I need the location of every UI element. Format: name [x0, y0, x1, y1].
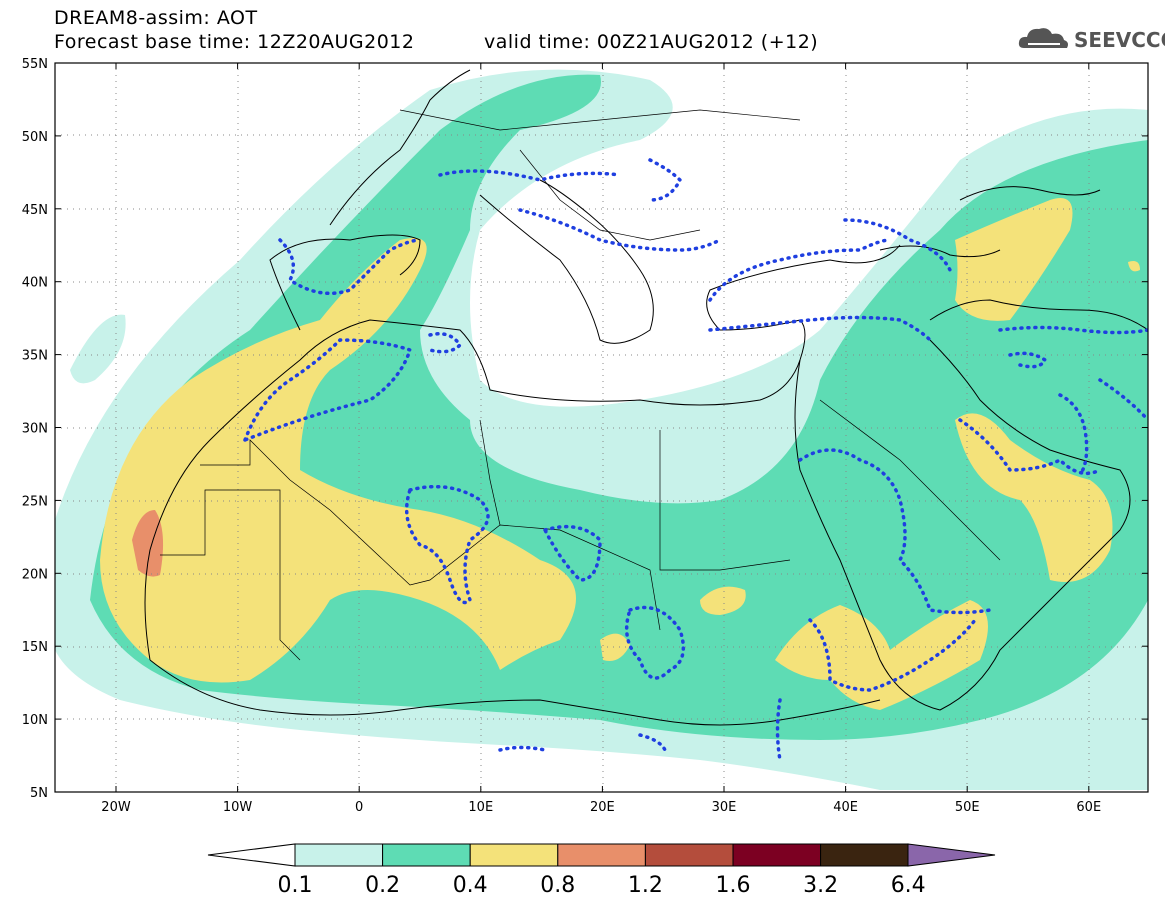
lat-label: 55N: [22, 57, 48, 72]
colorbar-label: 0.4: [453, 873, 488, 898]
aot-band-0.4: [100, 238, 576, 683]
logo-text: SEEVCCC: [1074, 28, 1165, 52]
aot-field: [55, 63, 1148, 792]
axis-ticks: [55, 62, 1148, 793]
colorbar-cell: [382, 843, 471, 867]
lat-label: 40N: [22, 276, 48, 291]
lat-label: 10N: [22, 713, 48, 728]
colorbar-label: 0.2: [365, 873, 400, 898]
lat-label: 30N: [22, 422, 48, 437]
colorbar-cell: [820, 843, 909, 867]
seevccc-logo: SEEVCCC: [1016, 22, 1165, 54]
lon-label: 30E: [712, 800, 737, 815]
colorbar-high-arrow: [907, 843, 996, 867]
colorbar-label: 1.2: [628, 873, 663, 898]
longitude-labels: 20W 10W 0 10E 20E 30E 40E 50E 60E: [101, 800, 1101, 815]
country-borders: [160, 109, 1001, 661]
dust-contours: [243, 158, 1148, 762]
map-title: DREAM8-assim: AOT: [54, 7, 258, 29]
lat-label: 15N: [22, 640, 48, 655]
lat-label: 25N: [22, 494, 48, 509]
lon-label: 0: [355, 800, 363, 815]
colorbar-label: 1.6: [716, 873, 751, 898]
colorbar-label: 3.2: [803, 873, 838, 898]
lon-label: 20W: [101, 800, 131, 815]
colorbar-cell: [557, 843, 646, 867]
graticule: [55, 63, 1148, 792]
lat-label: 45N: [22, 203, 48, 218]
lon-label: 50E: [955, 800, 980, 815]
lat-label: 35N: [22, 349, 48, 364]
coastlines: [144, 69, 1148, 726]
colorbar: 0.1 0.2 0.4 0.8 1.2 1.6 3.2 6.4: [207, 843, 996, 898]
lon-label: 20E: [590, 800, 615, 815]
lon-label: 10W: [223, 800, 253, 815]
colorbar-cell: [469, 843, 559, 867]
colorbar-cell: [644, 843, 734, 867]
aot-band-0.8: [132, 510, 164, 577]
lat-label: 50N: [22, 130, 48, 145]
forecast-base-time: Forecast base time: 12Z20AUG2012: [54, 31, 415, 53]
colorbar-cell: [294, 843, 384, 867]
colorbar-label: 6.4: [891, 873, 926, 898]
latitude-labels: 55N 50N 45N 40N 35N 30N 25N 20N 15N 10N 5N: [22, 57, 48, 801]
valid-time: valid time: 00Z21AUG2012 (+12): [484, 31, 819, 53]
lon-label: 40E: [833, 800, 858, 815]
colorbar-low-arrow: [207, 843, 296, 867]
colorbar-label: 0.1: [278, 873, 313, 898]
lat-label: 5N: [30, 786, 48, 801]
colorbar-cell: [732, 843, 822, 867]
lon-label: 60E: [1076, 800, 1101, 815]
colorbar-label: 0.8: [540, 873, 575, 898]
cloud-icon: [1018, 28, 1068, 48]
lat-label: 20N: [22, 567, 48, 582]
lon-label: 10E: [468, 800, 493, 815]
